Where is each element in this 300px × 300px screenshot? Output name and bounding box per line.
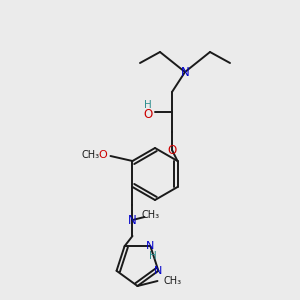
Text: N: N [146,241,154,251]
Text: N: N [154,266,163,276]
Text: O: O [143,109,153,122]
Text: CH₃: CH₃ [141,210,160,220]
Text: O: O [167,143,177,157]
Text: N: N [181,65,189,79]
Text: H: H [144,100,152,110]
Text: CH₃: CH₃ [164,276,181,286]
Text: O: O [98,150,107,160]
Text: N: N [128,214,137,226]
Text: H: H [148,251,156,261]
Text: CH₃: CH₃ [81,150,100,160]
